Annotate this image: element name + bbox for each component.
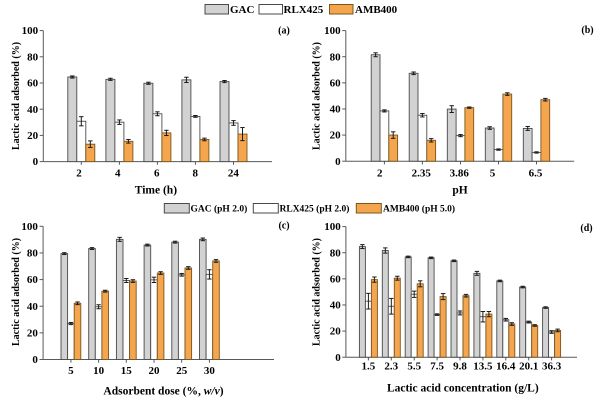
svg-text:100: 100 <box>22 25 39 37</box>
svg-text:25: 25 <box>176 365 188 377</box>
svg-text:80: 80 <box>27 248 39 260</box>
svg-text:9.8: 9.8 <box>453 361 467 373</box>
svg-text:20.1: 20.1 <box>519 361 538 373</box>
svg-text:20: 20 <box>27 130 39 142</box>
svg-text:2.3: 2.3 <box>384 361 398 373</box>
svg-text:7.5: 7.5 <box>430 361 444 373</box>
svg-text:RLX425 (pH 2.0): RLX425 (pH 2.0) <box>280 204 350 215</box>
svg-text:6.5: 6.5 <box>529 167 543 179</box>
svg-text:(a): (a) <box>278 26 290 37</box>
svg-text:16.4: 16.4 <box>496 361 516 373</box>
svg-text:3.86: 3.86 <box>450 167 470 179</box>
svg-text:2: 2 <box>377 167 383 179</box>
svg-text:20: 20 <box>149 365 161 377</box>
svg-text:8: 8 <box>193 167 199 179</box>
svg-text:24: 24 <box>228 167 240 179</box>
svg-text:20: 20 <box>330 326 342 338</box>
svg-text:0: 0 <box>32 354 38 366</box>
svg-text:0: 0 <box>33 156 39 168</box>
svg-text:40: 40 <box>330 104 342 116</box>
svg-text:2: 2 <box>76 167 82 179</box>
svg-text:GAC: GAC <box>230 4 255 16</box>
svg-text:5.5: 5.5 <box>407 361 421 373</box>
svg-text:Adsorbent dose (%, w/v): Adsorbent dose (%, w/v) <box>103 385 223 397</box>
svg-text:60: 60 <box>330 77 342 89</box>
svg-text:Lactic acid adsorbed (%): Lactic acid adsorbed (%) <box>312 42 323 150</box>
svg-text:(b): (b) <box>581 25 593 36</box>
svg-text:100: 100 <box>21 221 38 233</box>
svg-text:40: 40 <box>27 301 39 313</box>
svg-text:40: 40 <box>27 104 39 116</box>
svg-text:GAC (pH 2.0): GAC (pH 2.0) <box>191 204 248 215</box>
svg-text:100: 100 <box>324 25 341 37</box>
svg-text:36.3: 36.3 <box>542 361 562 373</box>
svg-text:2.35: 2.35 <box>412 167 432 179</box>
svg-text:20: 20 <box>330 130 342 142</box>
svg-text:1.5: 1.5 <box>362 361 376 373</box>
svg-text:AMB400: AMB400 <box>355 4 398 16</box>
svg-text:0: 0 <box>335 352 341 364</box>
svg-text:5: 5 <box>68 365 74 377</box>
svg-text:pH: pH <box>452 184 467 196</box>
svg-text:6: 6 <box>154 167 160 179</box>
svg-text:40: 40 <box>330 300 342 312</box>
svg-text:Time (h): Time (h) <box>135 184 177 196</box>
svg-text:Lactic acid concentration (g/L: Lactic acid concentration (g/L) <box>387 382 539 394</box>
svg-text:80: 80 <box>27 51 39 63</box>
svg-text:80: 80 <box>330 247 342 259</box>
svg-text:RLX425: RLX425 <box>284 4 324 16</box>
svg-text:100: 100 <box>324 221 341 233</box>
svg-text:15: 15 <box>121 365 133 377</box>
svg-text:13.5: 13.5 <box>473 361 493 373</box>
svg-text:60: 60 <box>27 274 39 286</box>
svg-text:5: 5 <box>490 167 496 179</box>
svg-text:10: 10 <box>93 365 105 377</box>
svg-text:AMB400 (pH 5.0): AMB400 (pH 5.0) <box>383 204 455 215</box>
svg-text:Lactic acid adsorbed (%): Lactic acid adsorbed (%) <box>11 238 22 346</box>
svg-text:60: 60 <box>330 273 342 285</box>
svg-text:4: 4 <box>115 167 121 179</box>
svg-text:30: 30 <box>204 365 216 377</box>
svg-text:Lactic acid adsorbed (%): Lactic acid adsorbed (%) <box>11 42 22 150</box>
svg-text:(c): (c) <box>278 221 289 232</box>
svg-text:20: 20 <box>27 327 39 339</box>
svg-text:Lactic acid adsorbed (%): Lactic acid adsorbed (%) <box>312 238 323 346</box>
svg-text:60: 60 <box>27 78 39 90</box>
svg-text:80: 80 <box>330 51 342 63</box>
svg-text:(d): (d) <box>580 223 592 234</box>
svg-text:0: 0 <box>335 156 341 168</box>
